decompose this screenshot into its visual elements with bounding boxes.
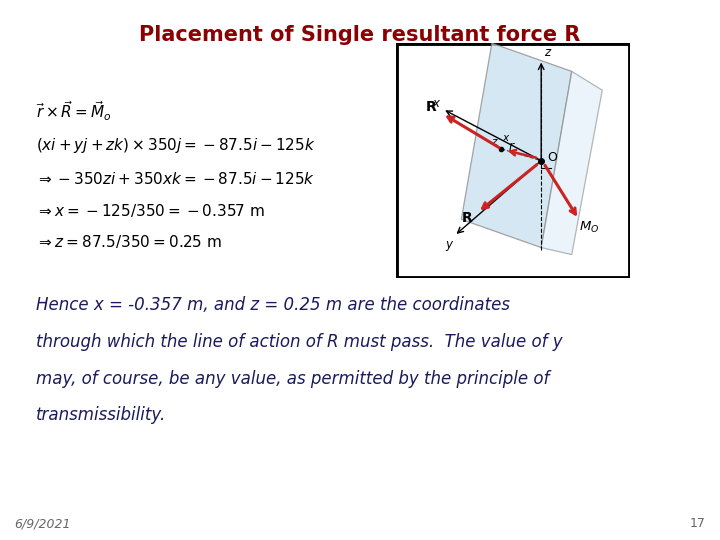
Polygon shape [541, 71, 602, 255]
Text: r: r [508, 140, 513, 153]
Text: x: x [503, 133, 508, 143]
Polygon shape [462, 43, 572, 247]
Text: $(xi + yj + zk) \times 350j = -87.5i - 125k$: $(xi + yj + zk) \times 350j = -87.5i - 1… [36, 136, 315, 156]
Text: $M_O$: $M_O$ [579, 220, 599, 235]
Text: R: R [462, 211, 472, 225]
Text: y: y [445, 238, 452, 251]
Text: Hence x = -0.357 m, and z = 0.25 m are the coordinates: Hence x = -0.357 m, and z = 0.25 m are t… [36, 296, 510, 314]
Text: O: O [547, 151, 557, 164]
Text: $\Rightarrow z = 87.5/350 = 0.25$ m: $\Rightarrow z = 87.5/350 = 0.25$ m [36, 233, 222, 250]
Text: R: R [426, 100, 437, 114]
Text: 6/9/2021: 6/9/2021 [14, 517, 71, 530]
Text: x: x [432, 97, 439, 110]
Text: z: z [491, 137, 496, 147]
Text: Placement of Single resultant force R: Placement of Single resultant force R [139, 25, 581, 45]
Text: $\Rightarrow x = -125/350 = -0.357$ m: $\Rightarrow x = -125/350 = -0.357$ m [36, 202, 265, 219]
Text: $\vec{r} \times \vec{R} = \vec{M}_o$: $\vec{r} \times \vec{R} = \vec{M}_o$ [36, 99, 112, 123]
Text: 17: 17 [690, 517, 706, 530]
Text: $\Rightarrow -350zi + 350xk = -87.5i - 125k$: $\Rightarrow -350zi + 350xk = -87.5i - 1… [36, 171, 315, 187]
Text: z: z [544, 46, 549, 59]
Text: transmissibility.: transmissibility. [36, 406, 166, 424]
Text: through which the line of action of R must pass.  The value of y: through which the line of action of R mu… [36, 333, 562, 351]
Text: may, of course, be any value, as permitted by the principle of: may, of course, be any value, as permitt… [36, 369, 549, 388]
